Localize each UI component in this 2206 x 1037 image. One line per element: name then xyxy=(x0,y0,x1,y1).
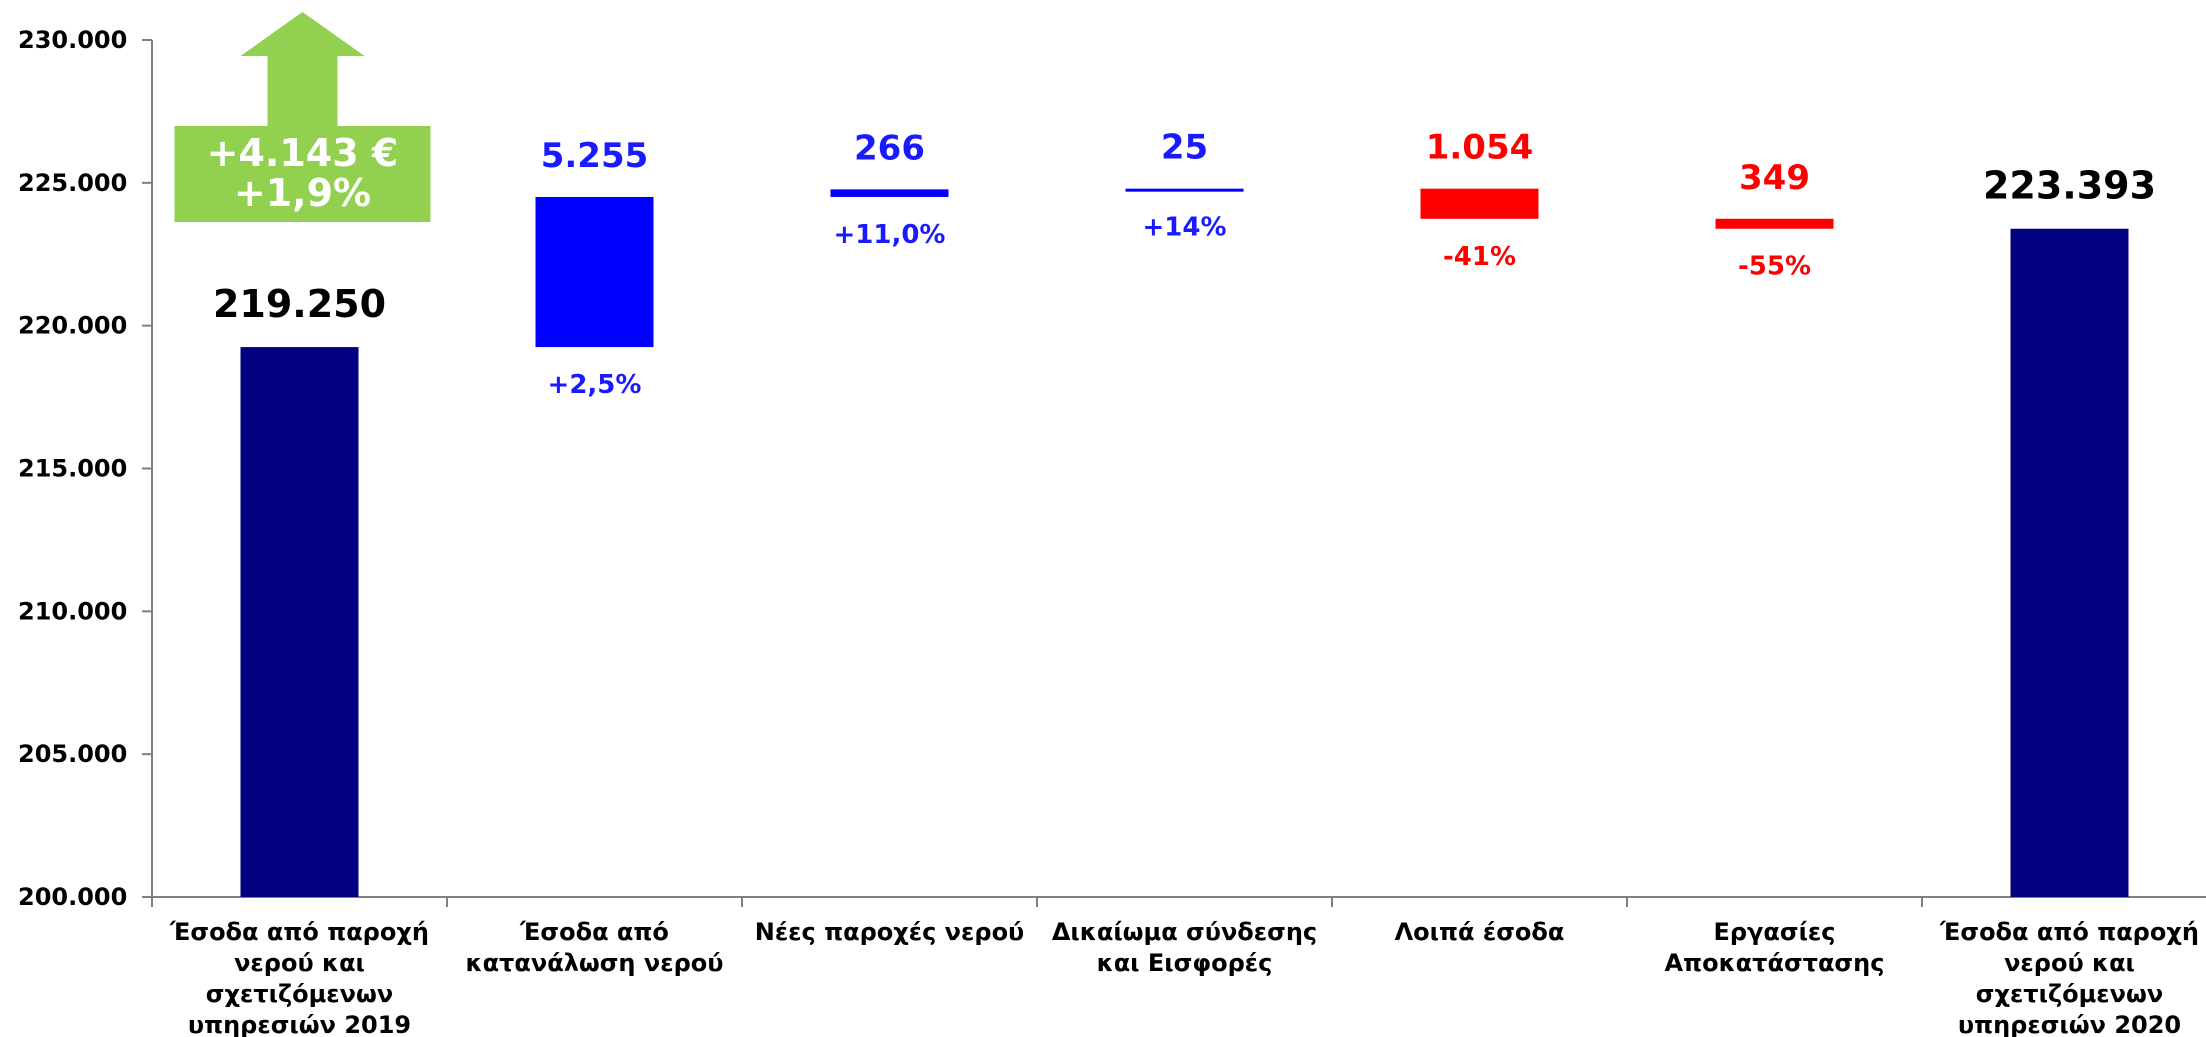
data-label: 349 xyxy=(1739,158,1810,198)
y-tick-label: 215.000 xyxy=(18,455,127,483)
y-tick-label: 210.000 xyxy=(18,597,127,625)
percent-label: +2,5% xyxy=(548,370,642,400)
bar-7 xyxy=(2010,228,2129,897)
data-label: 1.054 xyxy=(1426,128,1534,168)
x-tick-label: Έσοδα από παροχή νερού και σχετιζόμενων υπη… xyxy=(169,918,429,1037)
data-label: 219.250 xyxy=(213,282,386,326)
percent-label: +11,0% xyxy=(834,220,946,250)
bar-3 xyxy=(830,189,949,197)
x-tick-label: Έσοδα από κατανάλωση νερού xyxy=(466,918,724,977)
data-label: 25 xyxy=(1161,128,1208,168)
y-tick-label: 220.000 xyxy=(18,312,127,340)
axis-layer: 200.000 205.000 210.000 215.000 220.000 225.0… xyxy=(18,26,2206,911)
change-badge-text: +1,9% xyxy=(234,171,371,215)
y-tick-label: 200.000 xyxy=(18,883,127,911)
y-tick-label: 230.000 xyxy=(18,26,127,54)
data-label: 223.393 xyxy=(1983,164,2156,208)
bars-layer xyxy=(240,188,2129,897)
annotation-layer: +4.143 €+1,9% xyxy=(174,12,431,222)
up-arrow-icon xyxy=(240,12,365,126)
bar-1 xyxy=(240,347,359,897)
x-tick-label: Λοιπά έσοδα xyxy=(1395,918,1565,946)
labels-layer: Έσοδα από παροχή νερού και σχετιζόμενων υπη… xyxy=(169,128,2199,1037)
data-label: 266 xyxy=(854,128,925,168)
percent-label: +14% xyxy=(1142,212,1226,242)
y-tick-label: 205.000 xyxy=(18,740,127,768)
change-badge xyxy=(174,126,431,222)
percent-label: -41% xyxy=(1443,242,1516,272)
change-badge-text: +4.143 € xyxy=(207,131,399,175)
x-tick-label: Δικαίωμα σύνδεσης και Εισφορές xyxy=(1052,918,1317,977)
bar-5 xyxy=(1420,188,1539,219)
x-tick-label: Εργασίες Αποκατάστασης xyxy=(1665,918,1885,977)
y-tick-label: 225.000 xyxy=(18,169,127,197)
bar-4 xyxy=(1125,188,1244,192)
bar-2 xyxy=(535,196,654,348)
x-tick-label: Έσοδα από παροχή νερού και σχετιζόμενων υπη… xyxy=(1939,918,2199,1037)
x-tick-label: Νέες παροχές νερού xyxy=(755,918,1025,946)
data-label: 5.255 xyxy=(541,136,649,176)
bar-6 xyxy=(1715,218,1834,229)
percent-label: -55% xyxy=(1738,252,1811,282)
